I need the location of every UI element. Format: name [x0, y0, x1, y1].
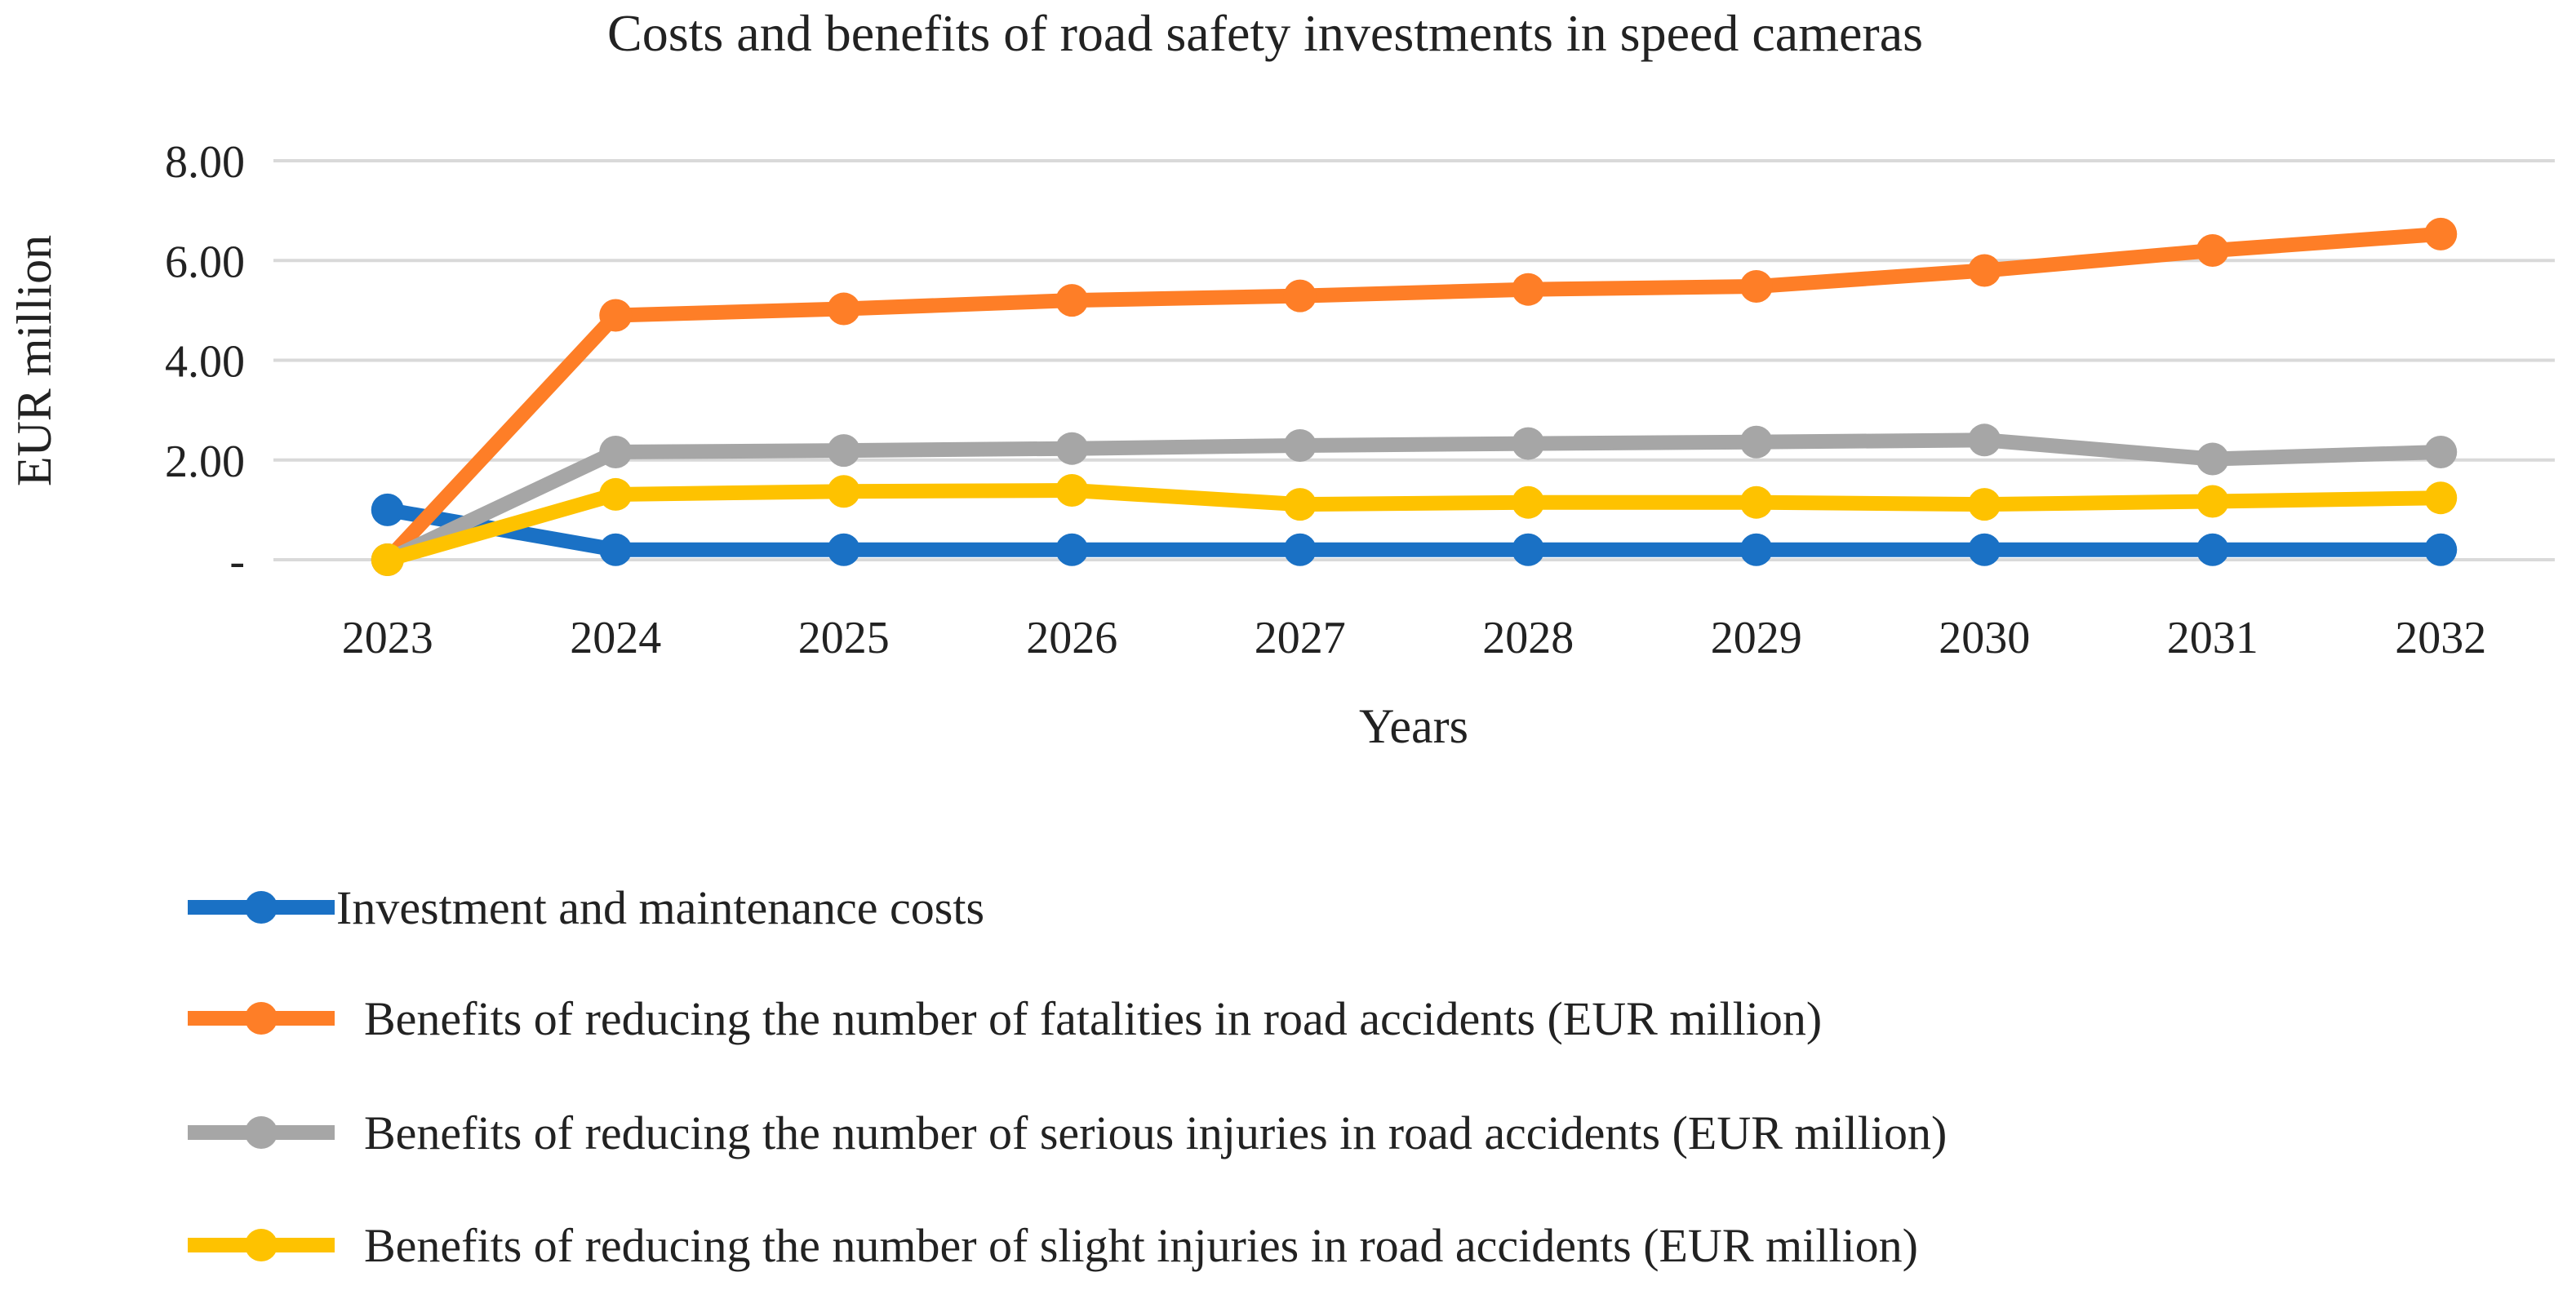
y-tick-label: 4.00: [165, 337, 245, 388]
data-point: [371, 493, 404, 526]
legend-item: Benefits of reducing the number of sligh…: [188, 1219, 1918, 1272]
data-point: [2196, 234, 2229, 268]
legend-label: Benefits of reducing the number of fatal…: [364, 992, 1822, 1045]
x-tick-label: 2025: [798, 613, 890, 663]
x-axis-ticks: 2023 2024 2025 2026 2027 2028 2029 2030 2031 2032: [342, 613, 2487, 663]
x-axis-label: Years: [1359, 699, 1468, 753]
data-point: [1283, 429, 1317, 463]
y-tick-label: -: [229, 536, 245, 587]
data-point: [2424, 435, 2458, 468]
series-line: [386, 503, 2441, 557]
data-point: [1968, 533, 2001, 566]
x-tick-label: 2026: [1026, 613, 1117, 663]
data-point: [599, 477, 633, 511]
legend-marker: [245, 1229, 278, 1261]
data-point: [2424, 481, 2458, 515]
legend-label: Benefits of reducing the number of sligh…: [364, 1219, 1918, 1272]
data-point: [827, 533, 860, 566]
legend-item: Investment and maintenance costs: [188, 881, 984, 934]
legend-label: Investment and maintenance costs: [336, 881, 984, 934]
series-3: [371, 423, 2458, 576]
legend-item: Benefits of reducing the number of serio…: [188, 1106, 1947, 1159]
data-point: [1512, 533, 1545, 566]
data-point: [1739, 533, 1773, 566]
x-tick-label: 2023: [342, 613, 433, 663]
data-point: [827, 434, 860, 468]
y-axis-label: EUR million: [7, 235, 61, 486]
legend-label: Benefits of reducing the number of serio…: [364, 1106, 1947, 1159]
data-point: [2196, 485, 2229, 518]
data-point: [2196, 442, 2229, 476]
y-tick-label: 6.00: [165, 237, 245, 287]
data-point: [2424, 533, 2458, 566]
data-point: [1055, 533, 1089, 566]
data-point: [1283, 533, 1317, 566]
data-point: [1968, 254, 2001, 287]
series-lines: [371, 217, 2458, 576]
data-point: [1739, 425, 1773, 459]
chart-title: Costs and benefits of road safety invest…: [607, 4, 1923, 62]
data-point: [1968, 423, 2001, 457]
data-point: [1055, 284, 1089, 317]
series-line: [385, 483, 2441, 567]
data-point: [1512, 427, 1545, 460]
data-point: [599, 299, 633, 332]
series-4: [371, 474, 2458, 576]
data-point: [599, 435, 633, 468]
data-point: [2424, 217, 2458, 250]
data-point: [371, 543, 404, 576]
x-tick-label: 2030: [1939, 613, 2030, 663]
series-2: [371, 217, 2458, 576]
legend: Investment and maintenance costs Benefits…: [188, 881, 1947, 1272]
legend-marker: [245, 891, 278, 924]
data-point: [1055, 432, 1089, 465]
data-point: [827, 475, 860, 508]
data-point: [599, 533, 633, 566]
data-point: [2196, 533, 2229, 566]
data-point: [827, 292, 860, 326]
legend-marker: [245, 1002, 278, 1035]
data-point: [1739, 270, 1773, 304]
y-axis-ticks: - 2.00 4.00 6.00 8.00: [165, 137, 245, 587]
x-tick-label: 2027: [1255, 613, 1346, 663]
data-point: [1512, 273, 1545, 306]
data-point: [1283, 279, 1317, 313]
data-point: [1512, 485, 1545, 519]
series-1: [371, 493, 2458, 566]
y-tick-label: 8.00: [165, 137, 245, 188]
x-tick-label: 2029: [1711, 613, 1802, 663]
y-tick-label: 2.00: [165, 437, 245, 487]
data-point: [1055, 474, 1089, 508]
x-tick-label: 2028: [1482, 613, 1574, 663]
series-line: [384, 432, 2441, 567]
legend-marker: [245, 1116, 278, 1149]
series-line: [382, 226, 2441, 565]
data-point: [1283, 488, 1317, 521]
x-tick-label: 2032: [2395, 613, 2486, 663]
legend-item: Benefits of reducing the number of fatal…: [188, 992, 1822, 1045]
data-point: [1968, 488, 2001, 521]
x-tick-label: 2024: [570, 613, 661, 663]
x-tick-label: 2031: [2167, 613, 2258, 663]
data-point: [1739, 485, 1773, 519]
